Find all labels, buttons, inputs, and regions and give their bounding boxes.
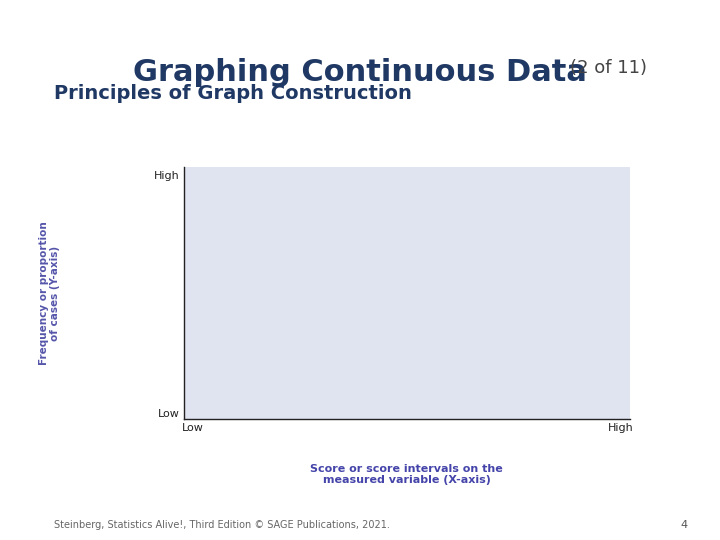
Text: Principles of Graph Construction: Principles of Graph Construction: [54, 84, 412, 103]
Text: Score or score intervals on the
measured variable (X-axis): Score or score intervals on the measured…: [310, 464, 503, 485]
Text: Figure 4.1   Template for a Vertical Graph: Figure 4.1 Template for a Vertical Graph: [63, 124, 321, 137]
Text: 4: 4: [680, 520, 688, 530]
Text: Frequency or proportion
of cases (Y-axis): Frequency or proportion of cases (Y-axis…: [39, 221, 60, 365]
Text: Graphing Continuous Data: Graphing Continuous Data: [133, 58, 587, 87]
Text: Steinberg, Statistics Alive!, Third Edition © SAGE Publications, 2021.: Steinberg, Statistics Alive!, Third Edit…: [54, 520, 390, 530]
Text: (2 of 11): (2 of 11): [570, 59, 647, 77]
